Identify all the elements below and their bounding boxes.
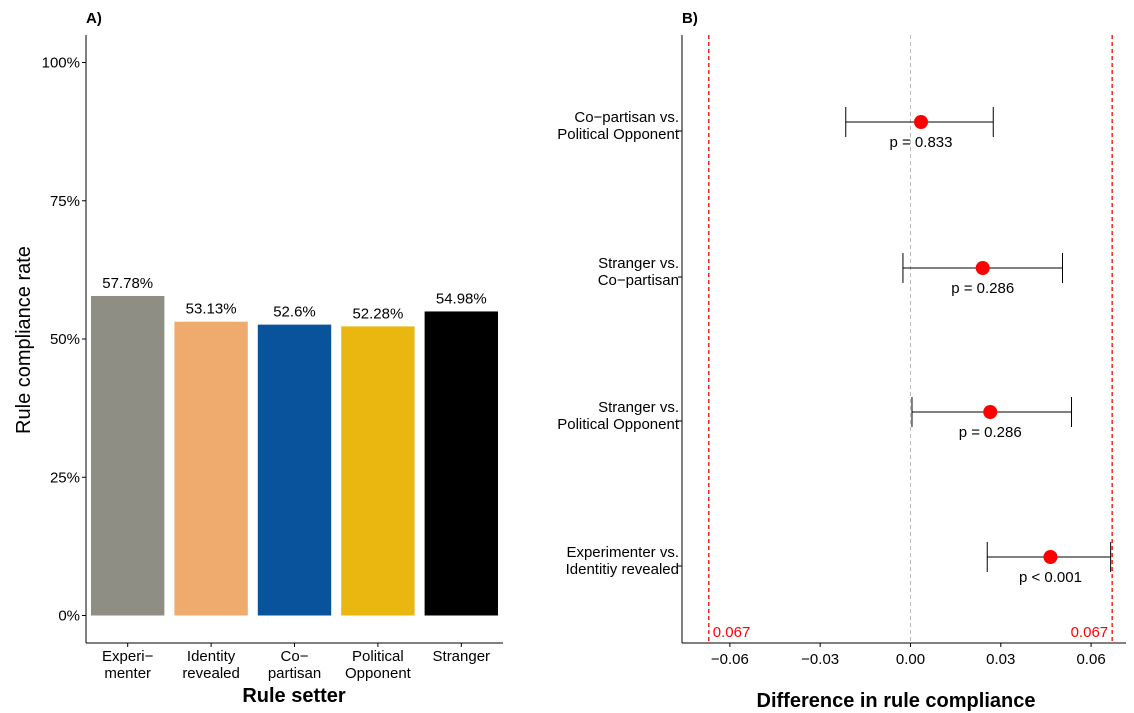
p-value-label-3: p < 0.001 (1019, 569, 1082, 586)
y-tick-label-b-0: Co−partisan vs. Political Opponent (557, 109, 680, 143)
bar-value-label-1: 53.13% (186, 301, 237, 318)
p-value-label-1: p = 0.286 (951, 280, 1014, 297)
bar-value-label-3: 52.28% (352, 305, 403, 322)
x-tick-label-b-2: 0.00 (896, 651, 925, 668)
panel-b-estimate-plot: B) 0.067 0.067 p = 0.833 p = 0.286 p = 0.28… (557, 10, 1126, 712)
bar-1 (174, 321, 248, 616)
y-tick-label-0: 0% (58, 608, 80, 625)
bar-value-label-4: 54.98% (436, 290, 487, 307)
panel-a-x-axis-title: Rule setter (242, 685, 346, 707)
estimate-point-0 (914, 115, 929, 129)
x-tick-label-4: Stranger (433, 648, 491, 665)
x-tick-label-0: Experi− menter (102, 648, 154, 682)
panel-a-bar-chart: A) 57.78% 53.13% 52.6% 52.28% 54.98% 0% 25% 50… (13, 10, 503, 707)
bar-2 (257, 324, 332, 616)
x-tick-label-1: Identity revealed (182, 648, 240, 682)
panel-b-label: B) (682, 10, 698, 27)
y-tick-label-3: 75% (50, 193, 80, 210)
p-value-label-2: p = 0.286 (959, 424, 1022, 441)
bar-value-label-0: 57.78% (102, 275, 153, 292)
estimate-point-2 (983, 405, 998, 419)
y-tick-label-b-3: Experimenter vs. Identitiy revealed (566, 544, 679, 578)
bar-3 (341, 326, 415, 616)
x-tick-label-3: Political Opponent (345, 648, 412, 682)
x-tick-label-b-1: −0.03 (801, 651, 839, 668)
bar-value-label-2: 52.6% (273, 304, 316, 321)
estimate-point-3 (1043, 550, 1058, 564)
y-tick-label-4: 100% (42, 55, 80, 72)
x-tick-label-b-3: 0.03 (986, 651, 1015, 668)
y-tick-label-2: 50% (50, 331, 80, 348)
panel-a-label: A) (86, 10, 102, 27)
threshold-label-0: 0.067 (713, 624, 751, 641)
estimate-point-1 (975, 261, 990, 275)
bar-0 (91, 295, 165, 616)
panel-a-y-axis-title: Rule compliance rate (13, 246, 35, 434)
y-tick-label-b-2: Stranger vs. Political Opponent (557, 399, 680, 433)
p-value-label-0: p = 0.833 (890, 134, 953, 151)
y-tick-label-b-1: Stranger vs. Co−partisan (598, 255, 679, 289)
x-tick-label-b-0: −0.06 (711, 651, 749, 668)
threshold-label-1: 0.067 (1071, 624, 1109, 641)
panel-b-x-axis-title: Difference in rule compliance (757, 690, 1036, 712)
bar-4 (424, 311, 498, 616)
x-tick-label-2: Co− partisan (268, 648, 321, 682)
x-tick-label-b-4: 0.06 (1076, 651, 1105, 668)
y-tick-label-1: 25% (50, 469, 80, 486)
